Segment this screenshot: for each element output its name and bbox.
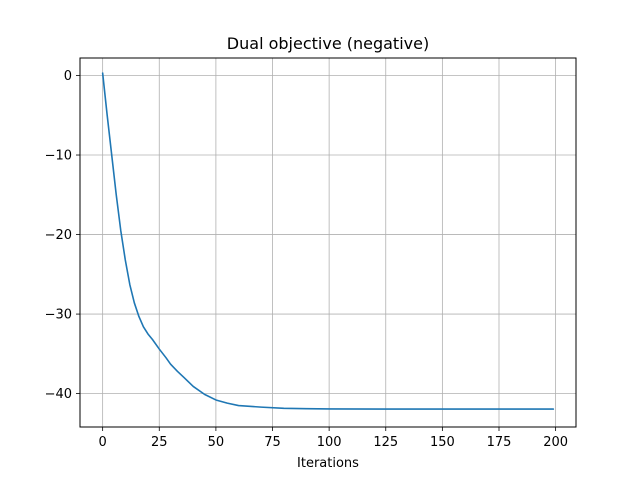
plot-area-frame (79, 57, 577, 428)
x-tick-label: 100 (317, 435, 342, 450)
y-tick-label: −40 (45, 387, 72, 402)
x-tick-label: 200 (543, 435, 568, 450)
y-tick-label: −20 (45, 228, 72, 243)
y-tick-label: 0 (64, 69, 72, 84)
series-line-0 (101, 72, 555, 410)
y-tick-label: −30 (45, 308, 72, 323)
y-axis-ticks: 0 −10 −20 −30 −40 (45, 69, 80, 402)
x-axis-ticks: 0 25 50 75 100 125 150 175 200 (99, 427, 568, 450)
x-tick-label: 150 (430, 435, 455, 450)
x-tick-label: 25 (151, 435, 168, 450)
y-tick-label: −10 (45, 149, 72, 164)
x-tick-label: 75 (264, 435, 281, 450)
x-tick-label: 175 (487, 435, 512, 450)
x-axis-label: Iterations (297, 456, 359, 471)
chart-title: Dual objective (negative) (227, 34, 429, 53)
x-tick-label: 125 (373, 435, 398, 450)
y-gridlines (80, 75, 576, 394)
series-layer (101, 72, 555, 410)
x-tick-label: 0 (99, 435, 107, 450)
x-gridlines (102, 58, 557, 427)
x-tick-label: 50 (208, 435, 225, 450)
